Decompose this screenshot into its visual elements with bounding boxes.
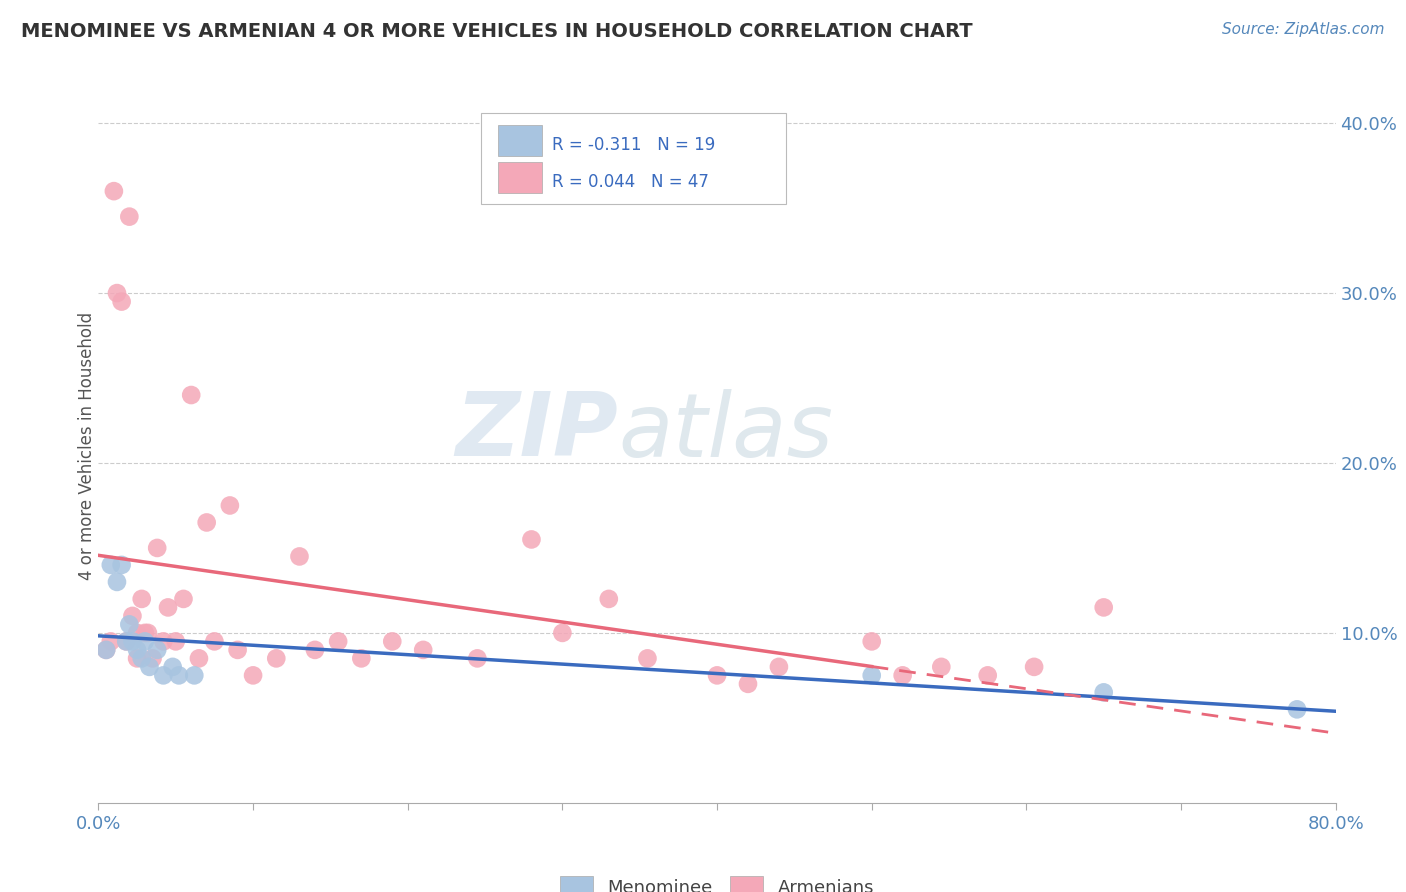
Point (976, 668, 998, 682)
Point (121, 634, 143, 648)
Point (121, 608, 143, 623)
Point (381, 634, 404, 648)
Point (737, 677, 759, 691)
Point (1022, 660, 1045, 674)
Point (1286, 702, 1309, 716)
Point (157, 600, 180, 615)
Point (860, 668, 883, 682)
Text: ZIP: ZIP (456, 388, 619, 475)
Y-axis label: 4 or more Vehicles in Household: 4 or more Vehicles in Household (79, 312, 96, 580)
Point (598, 591, 620, 606)
Point (931, 660, 953, 674)
Point (266, 651, 288, 665)
Point (467, 651, 489, 665)
Point (134, 634, 156, 648)
Point (131, 651, 153, 665)
Point (138, 660, 160, 674)
Point (195, 516, 218, 530)
Point (146, 541, 169, 555)
Point (165, 634, 187, 648)
Point (127, 626, 149, 640)
Point (242, 668, 264, 682)
Point (100, 558, 122, 572)
Point (118, 210, 141, 224)
Point (96, 643, 118, 657)
Point (118, 617, 141, 632)
Point (111, 558, 134, 572)
Point (162, 660, 184, 674)
Point (115, 634, 138, 648)
Point (167, 668, 190, 682)
Legend: Menominee, Armenians: Menominee, Armenians (553, 869, 882, 892)
Point (219, 499, 242, 513)
Point (96, 643, 118, 657)
Point (412, 643, 434, 657)
Point (146, 643, 169, 657)
Point (288, 549, 311, 564)
Point (520, 533, 543, 547)
Point (326, 634, 350, 648)
Point (152, 634, 174, 648)
Point (1092, 685, 1115, 699)
Point (134, 626, 156, 640)
Point (127, 643, 149, 657)
Text: Source: ZipAtlas.com: Source: ZipAtlas.com (1222, 22, 1385, 37)
Point (204, 634, 226, 648)
Point (115, 634, 138, 648)
Point (127, 651, 149, 665)
Text: R = -0.311   N = 19: R = -0.311 N = 19 (553, 136, 716, 154)
Point (142, 651, 165, 665)
Point (111, 294, 134, 309)
Text: atlas: atlas (619, 389, 832, 475)
Point (304, 643, 326, 657)
Point (706, 668, 728, 682)
Point (860, 634, 883, 648)
Point (180, 388, 202, 402)
Point (103, 184, 125, 198)
Point (173, 591, 195, 606)
Point (551, 626, 574, 640)
Point (105, 574, 128, 589)
Point (100, 634, 122, 648)
Point (350, 651, 373, 665)
Text: R = 0.044   N = 47: R = 0.044 N = 47 (553, 173, 709, 191)
Point (891, 668, 914, 682)
Point (131, 591, 153, 606)
Point (136, 626, 159, 640)
Point (226, 643, 249, 657)
Point (188, 651, 211, 665)
Point (636, 651, 658, 665)
Point (768, 660, 790, 674)
Text: MENOMINEE VS ARMENIAN 4 OR MORE VEHICLES IN HOUSEHOLD CORRELATION CHART: MENOMINEE VS ARMENIAN 4 OR MORE VEHICLES… (21, 22, 973, 41)
Point (152, 668, 174, 682)
Point (1092, 600, 1115, 615)
Point (105, 286, 128, 301)
Point (183, 668, 205, 682)
